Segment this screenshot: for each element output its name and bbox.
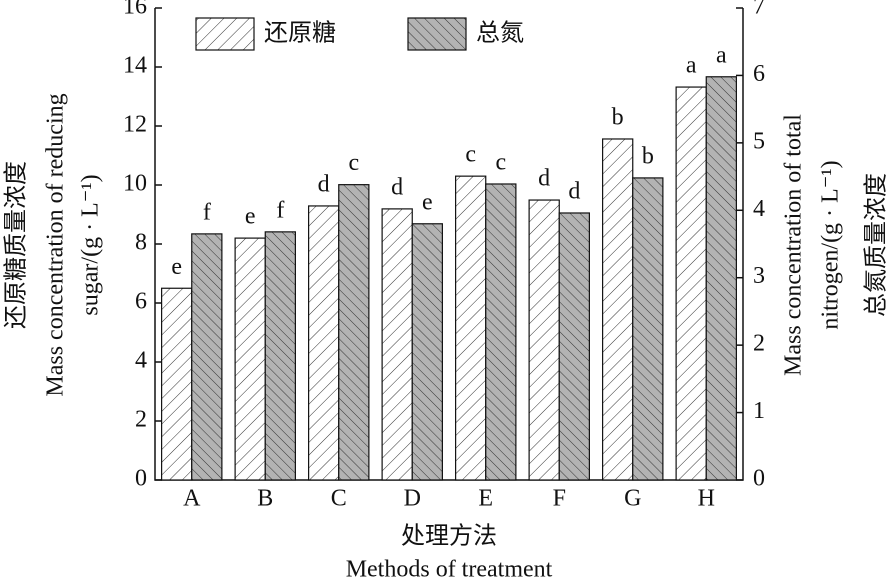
significance-label: d [391,174,403,200]
bar [558,212,590,481]
y-tick-label: 0 [135,466,147,492]
bar [338,184,370,481]
y-tick-label: 14 [123,53,147,79]
significance-label: e [245,204,256,230]
bar [411,223,443,481]
bar [191,233,223,481]
bar [381,208,413,481]
y2-tick-label: 0 [753,466,765,492]
bar [308,205,340,481]
legend-label: 总氮 [476,20,524,47]
y2-tick-label: 1 [753,398,765,424]
y-tick-label: 2 [135,407,147,433]
legend-label: 还原糖 [264,20,336,47]
x-tick-label: G [624,486,641,512]
y2-axis-title: nitrogen/(g · L⁻¹) [818,160,844,329]
bar [455,175,487,481]
x-tick-label: H [698,486,715,512]
x-axis-title: Methods of treatment [346,557,553,582]
significance-label: c [465,142,476,168]
significance-label: d [538,166,550,192]
bar [675,86,707,481]
y-tick-label: 4 [135,348,147,374]
significance-label: b [612,104,624,130]
y2-tick-label: 2 [753,331,765,357]
bar [602,138,634,481]
significance-label: c [495,149,506,175]
x-tick-label: C [331,486,347,512]
significance-label: f [276,197,284,223]
x-tick-label: E [478,486,493,512]
significance-label: d [568,178,580,204]
y2-axis-title: 总氮质量浓度 [863,173,890,317]
significance-label: c [348,150,359,176]
bar [705,76,737,481]
significance-label: f [203,199,211,225]
bar [264,231,296,481]
bar [234,237,266,481]
bar [528,199,560,481]
x-tick-label: D [404,486,421,512]
x-tick-label: A [183,486,201,512]
y2-tick-label: 4 [753,196,765,222]
y-axis-title: 还原糖质量浓度 [3,161,30,329]
x-tick-label: F [553,486,566,512]
bar [632,177,664,481]
x-tick-label: B [257,486,273,512]
y-tick-label: 8 [135,230,147,256]
significance-label: a [686,53,697,79]
legend-swatch [195,17,255,51]
significance-label: e [422,189,433,215]
y2-tick-label: 7 [753,0,765,20]
significance-label: d [318,171,330,197]
y-tick-label: 16 [123,0,147,20]
y2-tick-label: 5 [753,128,765,154]
y-tick-label: 10 [123,171,147,197]
x-axis-title: 处理方法 [401,523,497,550]
y2-axis-title: Mass concentration of total [781,114,807,376]
y-axis-title: Mass concentration of reducing [43,93,69,396]
y2-tick-label: 3 [753,263,765,289]
y-tick-label: 6 [135,289,147,315]
bar [485,183,517,481]
significance-label: e [171,254,182,280]
bar [161,287,193,481]
significance-label: a [716,42,727,68]
y2-tick-label: 6 [753,61,765,87]
y-axis-title: sugar/(g · L⁻¹) [78,174,104,315]
y-tick-label: 12 [123,112,147,138]
legend-swatch [407,17,467,51]
significance-label: b [642,143,654,169]
